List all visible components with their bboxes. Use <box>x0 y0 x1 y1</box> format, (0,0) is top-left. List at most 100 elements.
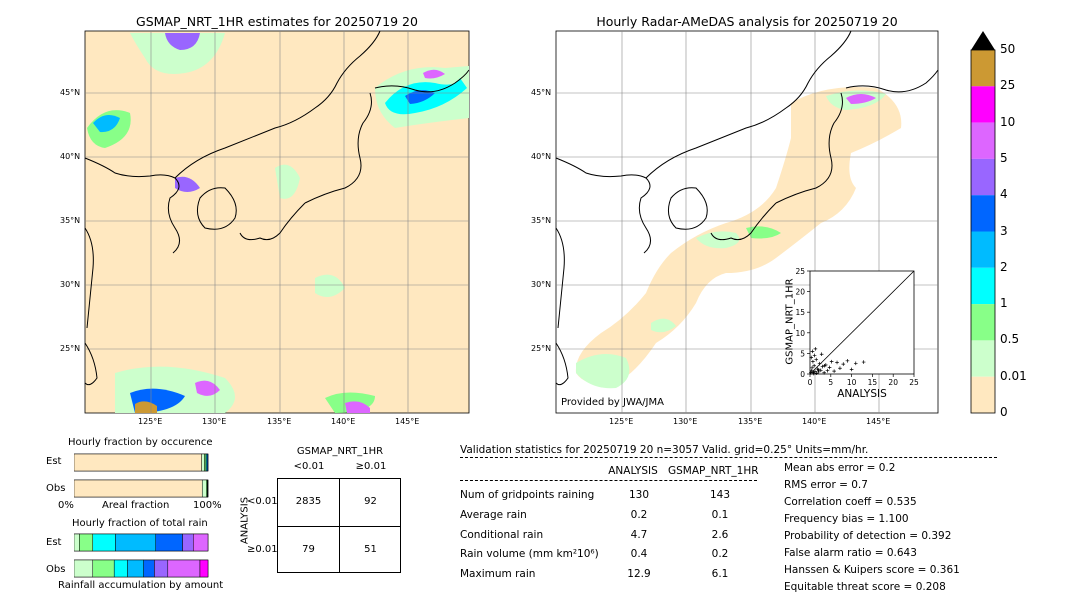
validation-row-analysis: 0.4 <box>630 548 648 560</box>
scatter-ytick: 20 <box>795 288 805 297</box>
scatter-point <box>814 357 819 362</box>
validation-divider <box>460 457 997 458</box>
colorbar-label: 3 <box>1000 223 1008 238</box>
scatter-point <box>809 370 813 375</box>
scatter-xlabel: ANALYSIS <box>837 388 887 400</box>
score-line: False alarm ratio = 0.643 <box>784 547 917 559</box>
validation-row-analysis: 0.2 <box>630 509 648 521</box>
total-rain-footer: Rainfall accumulation by amount <box>58 580 224 591</box>
bar-segment <box>193 533 209 552</box>
scatter-point <box>813 347 818 351</box>
scatter-point <box>820 364 825 369</box>
colorbar-cell <box>971 158 995 196</box>
left-lon-label: 135°E <box>267 417 292 426</box>
score-line: Frequency bias = 1.100 <box>784 513 909 525</box>
validation-col-analysis: ANALYSIS <box>608 465 658 477</box>
scatter-point <box>845 359 850 363</box>
scatter-point <box>841 362 846 366</box>
validation-col-gsmap: GSMAP_NRT_1HR <box>668 465 759 477</box>
colorbar-label: 5 <box>1000 150 1008 165</box>
bar-segment <box>199 559 209 578</box>
validation-row-gsmap: 2.6 <box>711 529 729 541</box>
scatter-point <box>861 360 866 364</box>
total-rain-row-obs: Obs <box>46 564 66 575</box>
validation-row-gsmap: 0.1 <box>711 509 729 521</box>
bar-segment <box>154 559 169 578</box>
scatter-ylabel: GSMAP_NRT_1HR <box>784 278 796 365</box>
scatter-ytick: 5 <box>800 349 805 358</box>
colorbar-cell <box>971 195 995 232</box>
scatter-ytick: 0 <box>800 370 805 379</box>
bar-segment <box>113 559 128 578</box>
occurrence-chart <box>74 453 209 498</box>
score-line: Mean abs error = 0.2 <box>784 462 896 474</box>
bar-segment <box>201 453 205 472</box>
validation-row-gsmap: 143 <box>709 489 731 501</box>
scatter-point <box>819 368 823 373</box>
validation-row-analysis: 130 <box>628 489 650 501</box>
scatter-point <box>813 369 817 374</box>
left-lat-label: 35°N <box>60 216 81 225</box>
validation-row-gsmap: 0.2 <box>711 548 729 560</box>
scatter-point <box>832 369 836 373</box>
colorbar-label: 4 <box>1000 187 1008 202</box>
scatter-point <box>822 370 826 375</box>
bar-segment <box>201 479 207 498</box>
validation-row-gsmap: 6.1 <box>711 568 729 580</box>
scatter-point <box>814 371 819 375</box>
left-map <box>84 30 470 414</box>
colorbar-extend-arrow <box>971 31 995 50</box>
score-line: Probability of detection = 0.392 <box>784 530 952 542</box>
scatter-point <box>825 368 830 373</box>
occurrence-axis-100: 100% <box>193 500 222 511</box>
colorbar-cell <box>971 267 995 305</box>
scatter-xtick: 5 <box>828 378 833 387</box>
validation-row-label: Maximum rain <box>460 568 536 580</box>
right-lon-label: 140°E <box>802 417 827 426</box>
scatter-point <box>853 361 858 366</box>
bar-segment <box>74 559 94 578</box>
validation-row-analysis: 4.7 <box>630 529 648 541</box>
scatter-xtick: 25 <box>909 378 919 387</box>
scatter-point <box>822 363 827 368</box>
colorbar-label: 25 <box>1000 78 1016 93</box>
bar-segment <box>182 533 194 552</box>
right-lon-label: 130°E <box>673 417 698 426</box>
scatter-point <box>849 367 854 372</box>
left-lon-label: 130°E <box>202 417 227 426</box>
contingency-col-lt: <0.01 <box>293 461 325 472</box>
bar-segment <box>155 533 183 552</box>
scatter-point <box>816 368 821 372</box>
bar-segment <box>127 559 144 578</box>
contingency-cell: 2835 <box>295 496 322 507</box>
right-lat-label: 25°N <box>531 344 552 353</box>
validation-header: Validation statistics for 20250719 20 n=… <box>460 444 869 456</box>
validation-table-divider <box>460 480 757 481</box>
bar-segment <box>143 559 155 578</box>
scatter-point <box>809 368 814 373</box>
bar-segment <box>206 453 209 472</box>
left-lon-label: 145°E <box>395 417 420 426</box>
contingency-cell: 92 <box>364 496 377 507</box>
right-lon-label: 135°E <box>738 417 763 426</box>
bar-segment <box>79 533 94 552</box>
left-rain-field <box>87 33 469 413</box>
colorbar-cell <box>971 86 995 123</box>
colorbar-label: 0 <box>1000 405 1008 419</box>
scatter-point <box>829 359 834 364</box>
right-map-title: Hourly Radar-AMeDAS analysis for 2025071… <box>596 14 898 29</box>
right-lat-label: 40°N <box>531 152 552 161</box>
scatter-point <box>809 355 814 360</box>
bar-segment <box>92 533 116 552</box>
scatter-xtick: 0 <box>808 378 813 387</box>
left-lat-label: 25°N <box>60 344 81 353</box>
right-rain-field <box>575 87 902 389</box>
occurrence-row-obs: Obs <box>46 483 66 494</box>
contingency-row-lt: <0.01 <box>247 496 278 507</box>
colorbar-label: 10 <box>1000 114 1016 129</box>
scatter-point <box>812 353 817 358</box>
total-rain-chart <box>74 533 209 578</box>
left-grid <box>85 31 469 413</box>
contingency-cell: 79 <box>302 544 315 555</box>
scatter-ytick: 25 <box>795 267 805 276</box>
